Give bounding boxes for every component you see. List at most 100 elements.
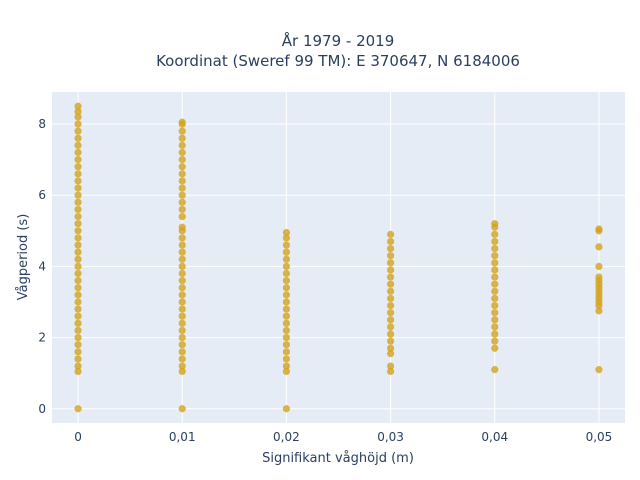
data-point <box>491 230 499 238</box>
data-point <box>74 191 82 199</box>
data-point <box>74 198 82 206</box>
data-point <box>282 367 291 375</box>
data-point <box>178 156 186 164</box>
data-point <box>178 163 186 171</box>
x-tick-label: 0,03 <box>377 430 404 444</box>
data-point <box>178 326 186 335</box>
data-point <box>386 323 395 331</box>
data-point <box>491 294 499 303</box>
data-point <box>386 259 395 267</box>
x-axis-title: Signifikant våghöjd (m) <box>262 451 414 466</box>
data-point <box>595 366 603 374</box>
data-point <box>178 170 186 178</box>
data-point <box>178 134 186 142</box>
data-point <box>491 344 499 352</box>
x-tick-label: 0,04 <box>481 430 508 444</box>
data-point <box>74 284 82 292</box>
data-point <box>178 184 186 192</box>
data-point <box>178 223 186 231</box>
data-point <box>491 316 499 324</box>
data-point <box>74 107 82 116</box>
data-point <box>491 273 499 281</box>
data-point <box>178 255 186 263</box>
data-point <box>595 243 603 251</box>
data-point <box>178 234 186 242</box>
y-tick-label: 0 <box>38 402 46 416</box>
data-point <box>74 134 82 142</box>
data-point <box>491 266 499 274</box>
data-point <box>74 227 82 235</box>
data-point <box>74 326 82 335</box>
y-tick-label: 8 <box>38 117 46 131</box>
data-point <box>282 341 291 349</box>
data-point <box>178 312 186 320</box>
y-axis-title: Vågperiod (s) <box>16 214 31 301</box>
data-point <box>282 228 291 237</box>
data-point <box>386 330 395 338</box>
data-point <box>178 298 186 306</box>
data-point <box>178 118 186 126</box>
data-point <box>282 305 291 313</box>
plot-area <box>52 92 625 423</box>
data-point <box>282 284 291 292</box>
data-point <box>74 298 82 306</box>
data-point <box>74 170 82 178</box>
y-tick-labels: 0 2 4 6 8 <box>38 117 46 416</box>
data-point <box>386 316 395 324</box>
x-tick-label: 0,02 <box>273 430 300 444</box>
x-tick-label: 0,01 <box>169 430 196 444</box>
data-point <box>282 405 291 413</box>
data-point <box>74 102 82 110</box>
data-point <box>282 326 291 335</box>
data-point <box>386 230 395 238</box>
data-point <box>386 245 395 253</box>
data-point <box>74 355 82 363</box>
data-point <box>595 273 603 281</box>
data-point <box>282 312 291 320</box>
data-point <box>386 266 395 274</box>
data-point <box>178 355 186 363</box>
data-point <box>282 333 291 342</box>
y-tick-label: 2 <box>38 331 46 345</box>
data-point <box>74 127 82 135</box>
data-point <box>178 367 186 375</box>
data-point <box>74 405 82 413</box>
data-point <box>386 237 395 246</box>
data-point <box>386 287 395 295</box>
data-point <box>178 127 186 135</box>
data-point <box>491 280 499 288</box>
data-point <box>74 241 82 249</box>
data-point <box>178 348 186 356</box>
x-tick-label: 0,05 <box>586 430 613 444</box>
data-point <box>74 205 82 214</box>
data-point <box>74 319 82 327</box>
data-point <box>74 177 82 185</box>
data-point <box>178 405 186 413</box>
data-point <box>282 277 291 285</box>
data-point <box>74 312 82 320</box>
data-point <box>178 212 186 221</box>
data-point <box>282 319 291 327</box>
data-point <box>595 307 603 315</box>
data-point <box>178 291 186 299</box>
data-point <box>595 225 603 233</box>
data-point <box>74 113 82 121</box>
data-point <box>282 298 291 306</box>
chart-title-line2: Koordinat (Sweref 99 TM): E 370647, N 61… <box>156 52 520 70</box>
data-point <box>178 198 186 206</box>
data-point <box>491 330 499 338</box>
data-point <box>74 220 82 228</box>
chart-title-line1: År 1979 - 2019 <box>282 31 395 50</box>
data-point <box>491 337 499 345</box>
data-point <box>491 366 499 374</box>
data-point <box>178 262 186 270</box>
data-point <box>74 234 82 242</box>
data-point <box>282 255 291 263</box>
x-tick-label: 0 <box>74 430 82 444</box>
data-point <box>74 255 82 263</box>
data-point <box>282 262 291 270</box>
data-point <box>74 333 82 342</box>
data-point <box>74 212 82 221</box>
data-point <box>386 309 395 317</box>
